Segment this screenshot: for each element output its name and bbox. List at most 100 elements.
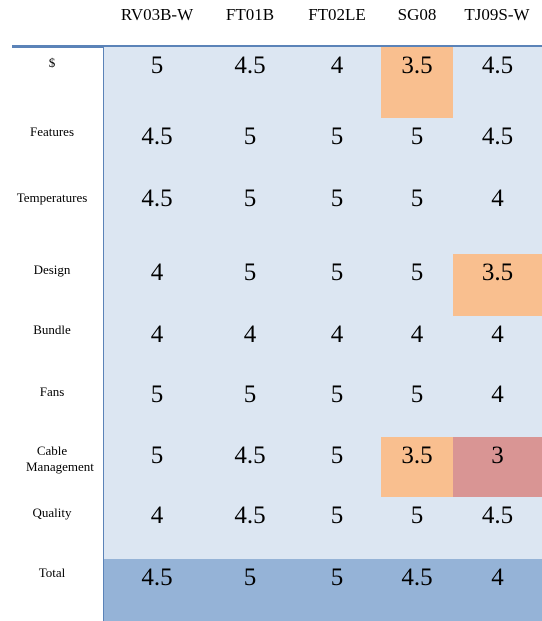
column-header-ft01b: FT01B [225,5,275,24]
rating-cell: 4.5 [206,497,294,559]
rating-value: 4 [491,321,504,348]
rating-value: 5 [410,185,424,212]
rating-cell: 5 [113,47,201,118]
rating-cell: 5 [293,254,381,316]
rating-value: 3.5 [401,52,433,79]
rating-value: 5 [330,381,344,408]
rating-value: 4.5 [401,564,433,591]
rating-value: 5 [243,185,257,212]
rating-value: 4 [150,259,164,286]
row-label: Design [33,262,71,277]
rating-cell: 4.5 [453,497,542,559]
rating-cell: 4.5 [453,118,542,180]
rating-value: 4 [330,52,344,79]
rating-cell: 4.5 [113,180,201,254]
rating-cell: 5 [293,559,381,621]
table-row: Features 4.5 5 5 5 4.5 [0,118,542,180]
rating-value: 5 [330,502,344,529]
rating-value: 4 [491,564,504,591]
column-header-tj09s-w: TJ09S-W [464,5,530,24]
rating-cell: 4 [293,316,381,376]
rating-value: 5 [243,259,257,286]
rating-value: 5 [150,442,164,469]
rating-cell: 4.5 [453,47,542,118]
rating-cell: 5 [206,180,294,254]
table-row: Quality 4 4.5 5 5 4.5 [0,497,542,559]
rating-cell: 5 [113,437,201,497]
rating-value: 5 [330,442,344,469]
rating-cell: 5 [293,497,381,559]
rating-cell: 4 [453,559,542,621]
rating-cell: 5 [293,118,381,180]
rating-cell: 5 [293,376,381,437]
rating-value: 4 [491,185,504,212]
row-label: Quality [32,505,72,520]
rating-value: 4.5 [234,442,266,469]
row-label: $ [48,55,56,70]
row-label: Cable Management [26,443,94,474]
rating-value: 5 [330,259,344,286]
rating-cell: 4.5 [206,437,294,497]
rating-value: 4.5 [141,185,173,212]
rating-cell: 5 [381,376,453,437]
rating-value: 4.5 [481,123,514,150]
rating-cell: 4.5 [381,559,453,621]
rating-cell: 5 [293,437,381,497]
rating-cell: 5 [381,254,453,316]
rating-value: 4 [491,381,504,408]
rating-value: 5 [330,564,344,591]
rating-value: 4.5 [141,123,173,150]
rating-value: 5 [243,123,257,150]
rating-cell: 4 [293,47,381,118]
rating-cell: 4 [206,316,294,376]
rating-cell: 5 [381,118,453,180]
row-label: Fans [39,384,65,399]
rating-value: 5 [150,52,164,79]
column-header-row: RV03B-W FT01B FT02LE SG08 TJ09S-W [0,0,542,46]
column-header-sg08: SG08 [397,5,437,24]
rating-cell: 5 [206,376,294,437]
rating-cell: 4 [113,497,201,559]
rating-value: 4 [150,502,164,529]
rating-value: 5 [330,123,344,150]
rating-cell: 4 [381,316,453,376]
rating-cell: 3 [453,437,542,497]
rating-cell: 4.5 [113,559,201,621]
rating-cell: 4 [113,316,201,376]
rating-value: 4.5 [234,502,266,529]
rating-cell: 4 [453,316,542,376]
table-row: Temperatures 4.5 5 5 5 4 [0,180,542,254]
rating-value: 5 [410,259,424,286]
rating-cell: 4.5 [206,47,294,118]
table-body [104,47,542,621]
rating-cell: 5 [113,376,201,437]
label-column-border [103,47,104,621]
rating-value: 3 [491,442,504,469]
rating-value: 4 [410,321,424,348]
rating-cell: 3.5 [381,437,453,497]
rating-value: 3.5 [481,259,514,286]
rating-cell: 5 [206,118,294,180]
rating-value: 5 [410,502,424,529]
row-label: Bundle [33,322,71,337]
rating-value: 4 [330,321,344,348]
rating-value: 4.5 [481,52,514,79]
header-rule [12,45,542,48]
rating-cell: 5 [206,254,294,316]
rating-cell: 4.5 [113,118,201,180]
rating-cell: 5 [293,180,381,254]
rating-value: 4.5 [481,502,514,529]
rating-cell: 4 [453,180,542,254]
column-header-rv03b-w: RV03B-W [120,5,194,24]
table-row: Cable Management 5 4.5 5 3.5 3 [0,437,542,497]
rating-value: 4.5 [234,52,266,79]
rating-value: 4 [150,321,164,348]
rating-cell: 5 [206,559,294,621]
row-label: Total [38,565,66,580]
rating-cell: 5 [381,497,453,559]
total-row-background [104,559,542,621]
row-label: Features [29,124,75,139]
column-header-ft02le: FT02LE [308,5,366,24]
table-row: Bundle 4 4 4 4 4 [0,316,542,376]
table-row: Total 4.5 5 5 4.5 4 [0,559,542,621]
